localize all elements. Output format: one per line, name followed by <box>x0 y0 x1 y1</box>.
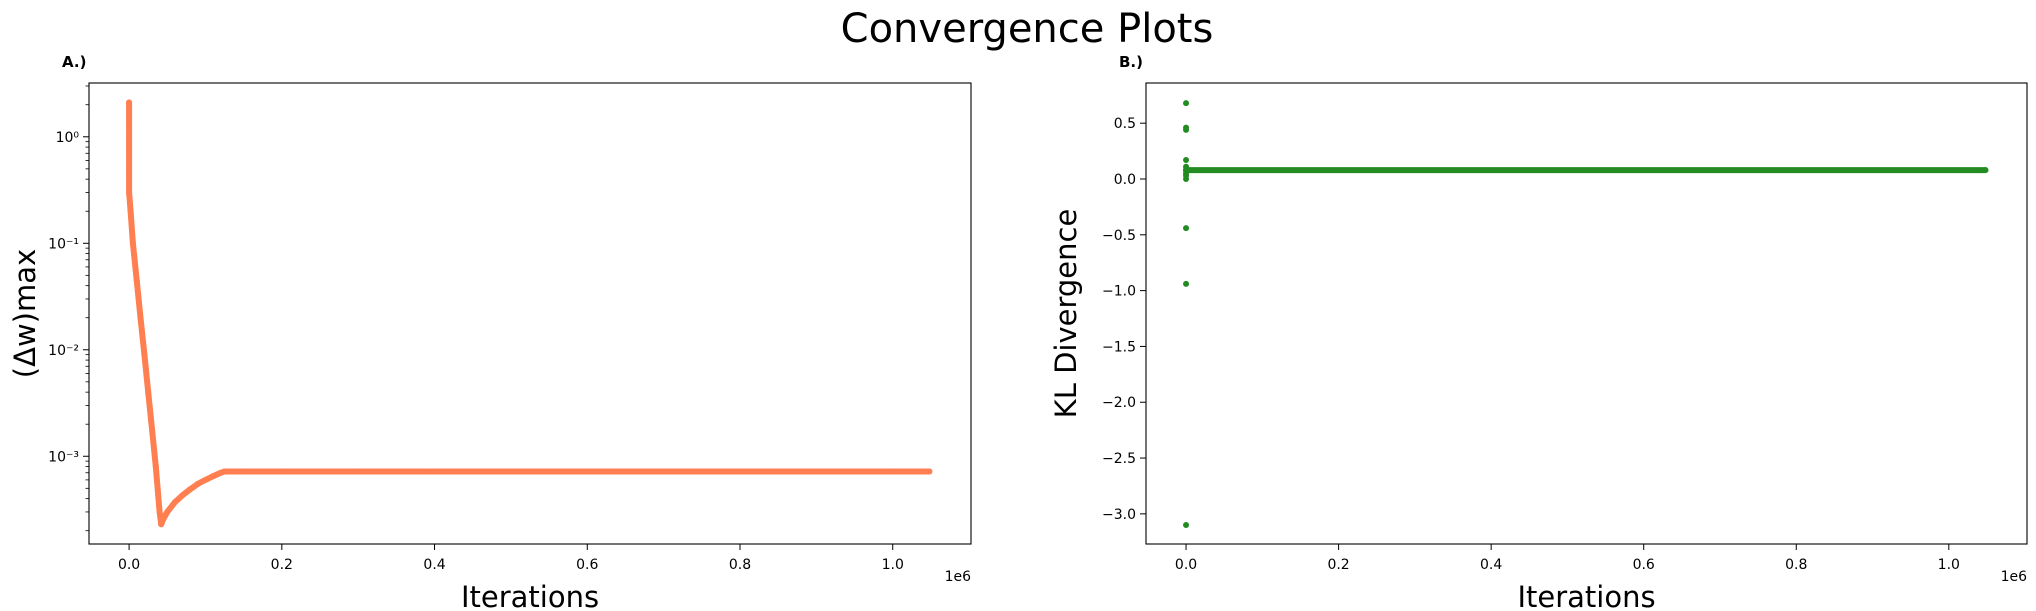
data-point <box>1183 280 1190 287</box>
x-tick-label: 1.0 <box>882 557 904 573</box>
x-tick-label: 0.8 <box>1785 557 1807 573</box>
data-point <box>210 473 217 480</box>
panel-a: A.) 0.0 0.2 0.4 0.6 0.8 1.0 1e6 10⁰ 10⁻¹ 10⁻² 10⁻³ I… <box>8 53 972 611</box>
data-point <box>149 426 155 433</box>
x-tick-label: 0.4 <box>423 557 445 573</box>
data-point <box>160 515 167 522</box>
data-point <box>584 468 591 475</box>
data-point <box>221 468 228 475</box>
x-tick-label: 0.8 <box>729 557 751 573</box>
data-point <box>187 486 194 493</box>
data-point <box>126 133 133 140</box>
y-tick-label: −1.5 <box>1102 339 1136 355</box>
data-point <box>126 121 133 128</box>
data-point <box>355 468 362 475</box>
data-point <box>141 351 148 358</box>
x-tick-label: 0.0 <box>118 557 140 573</box>
data-point <box>126 147 133 154</box>
data-point <box>660 468 667 475</box>
data-point <box>813 468 820 475</box>
data-band <box>126 99 933 528</box>
data-point <box>129 240 136 247</box>
y-tick-label: −0.5 <box>1102 228 1136 244</box>
data-point <box>126 189 133 196</box>
y-tick-label: −2.0 <box>1102 395 1136 411</box>
x-tick-label: 0.6 <box>1633 557 1655 573</box>
data-point <box>145 389 152 396</box>
axes-frame <box>88 82 972 545</box>
data-point <box>126 109 133 116</box>
data-point <box>240 468 247 475</box>
x-offset-text: 1e6 <box>2001 569 2028 585</box>
data-point <box>889 468 896 475</box>
y-tick-label: −2.5 <box>1102 451 1136 467</box>
data-point <box>1183 167 1190 174</box>
data-point <box>1183 175 1190 182</box>
y-axis-label: KL Divergence <box>1049 209 1083 419</box>
data-point <box>156 508 163 515</box>
figure-title: Convergence Plots <box>841 6 1214 52</box>
data-point <box>133 277 140 284</box>
x-axis-label: Iterations <box>1517 580 1655 611</box>
x-offset-text: 1e6 <box>945 569 972 585</box>
data-point <box>194 480 201 487</box>
x-axis-label: Iterations <box>461 580 599 611</box>
data-point <box>1982 167 1989 174</box>
x-tick-label: 0.2 <box>1327 557 1349 573</box>
x-tick-label: 1.0 <box>1938 557 1960 573</box>
panel-label: B.) <box>1119 53 1143 71</box>
y-tick-label: 10⁻³ <box>48 449 79 465</box>
data-point <box>179 492 186 499</box>
x-tick-label: 0.2 <box>271 557 293 573</box>
data-point <box>126 99 133 106</box>
data-point <box>164 508 171 515</box>
panel-label: A.) <box>62 53 86 71</box>
x-tick-label: 0.6 <box>576 557 598 573</box>
data-point <box>127 208 134 215</box>
data-point <box>1183 126 1190 133</box>
data-point <box>202 476 209 483</box>
y-tick-label: 10⁰ <box>56 130 80 146</box>
y-tick-label: 0.0 <box>1114 172 1136 188</box>
data-point <box>1183 522 1190 529</box>
data-point <box>126 165 133 172</box>
data-point <box>152 463 159 470</box>
data-point <box>737 468 743 475</box>
data-point <box>171 499 178 506</box>
y-tick-label: −1.0 <box>1102 284 1136 300</box>
axes-frame <box>1145 82 2028 545</box>
data-point <box>431 468 438 475</box>
data-point <box>137 314 144 321</box>
data-point <box>1183 157 1190 164</box>
data-point <box>507 468 514 475</box>
data-point <box>158 521 165 528</box>
data-point <box>1183 100 1190 107</box>
y-tick-label: −3.0 <box>1102 507 1136 523</box>
y-tick-label: 10⁻¹ <box>48 236 79 252</box>
data-point <box>926 468 933 475</box>
data-point <box>278 468 285 475</box>
x-tick-label: 0.0 <box>1175 557 1197 573</box>
x-tick-label: 0.4 <box>1480 557 1502 573</box>
y-axis-label: (Δw)max <box>8 249 42 378</box>
panel-b: B.) 0.0 0.2 0.4 0.6 0.8 1.0 1e6 0.5 0.0 −0.5 −1.0 −1… <box>1049 53 2028 611</box>
y-tick-label: 0.5 <box>1114 116 1136 132</box>
data-point <box>1183 225 1190 232</box>
y-tick-label: 10⁻² <box>48 343 79 359</box>
